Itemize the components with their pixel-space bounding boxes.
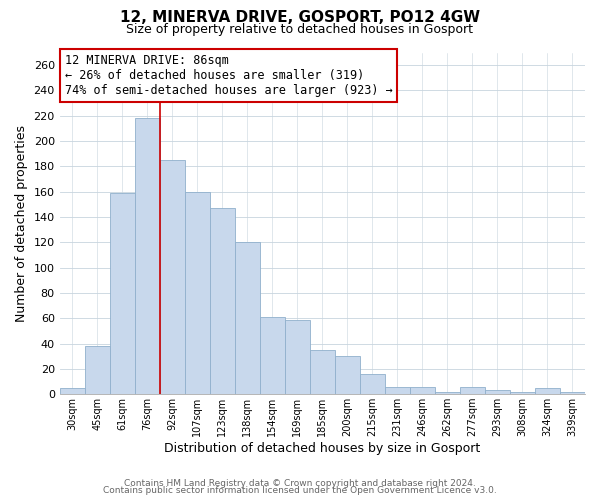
Bar — [385, 386, 410, 394]
Bar — [59, 388, 85, 394]
Bar — [360, 374, 385, 394]
Bar — [185, 192, 210, 394]
Bar — [285, 320, 310, 394]
Bar — [160, 160, 185, 394]
Bar — [535, 388, 560, 394]
Bar — [260, 317, 285, 394]
Text: 12 MINERVA DRIVE: 86sqm
← 26% of detached houses are smaller (319)
74% of semi-d: 12 MINERVA DRIVE: 86sqm ← 26% of detache… — [65, 54, 392, 97]
Bar — [510, 392, 535, 394]
Bar — [460, 386, 485, 394]
Text: Size of property relative to detached houses in Gosport: Size of property relative to detached ho… — [127, 22, 473, 36]
X-axis label: Distribution of detached houses by size in Gosport: Distribution of detached houses by size … — [164, 442, 481, 455]
Bar — [435, 392, 460, 394]
Bar — [485, 390, 510, 394]
Bar — [560, 392, 585, 394]
Bar — [335, 356, 360, 394]
Text: 12, MINERVA DRIVE, GOSPORT, PO12 4GW: 12, MINERVA DRIVE, GOSPORT, PO12 4GW — [120, 10, 480, 25]
Text: Contains HM Land Registry data © Crown copyright and database right 2024.: Contains HM Land Registry data © Crown c… — [124, 478, 476, 488]
Bar — [135, 118, 160, 394]
Bar — [110, 193, 135, 394]
Bar — [310, 350, 335, 394]
Bar — [410, 386, 435, 394]
Y-axis label: Number of detached properties: Number of detached properties — [15, 125, 28, 322]
Bar — [85, 346, 110, 394]
Bar — [210, 208, 235, 394]
Text: Contains public sector information licensed under the Open Government Licence v3: Contains public sector information licen… — [103, 486, 497, 495]
Bar — [235, 242, 260, 394]
